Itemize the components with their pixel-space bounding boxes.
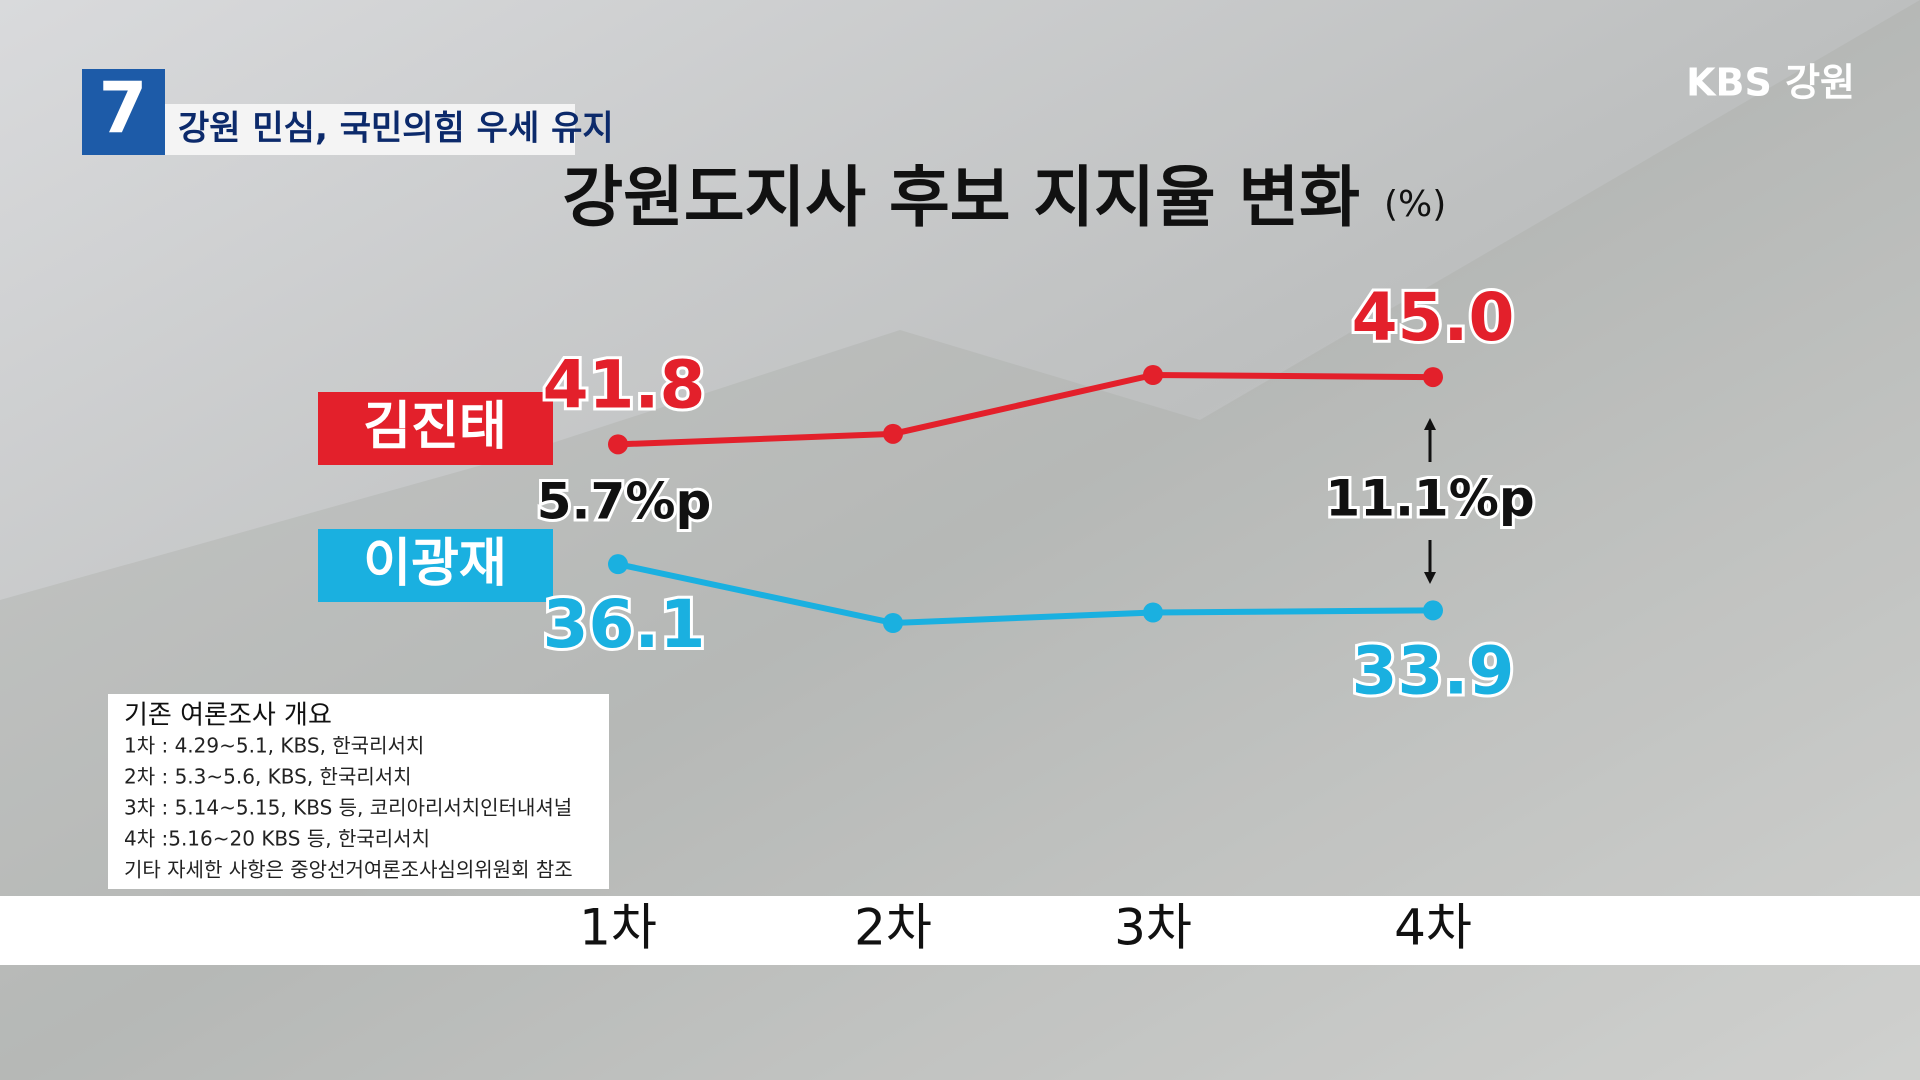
- legend-label: 이광재: [363, 534, 507, 594]
- legend-box: [318, 392, 553, 465]
- x-tick-label: 3차: [1114, 899, 1192, 957]
- value-label: 41.8: [543, 346, 706, 423]
- gap-annotation: 5.7%p: [537, 473, 711, 531]
- point: [1143, 365, 1163, 385]
- point: [1143, 602, 1163, 623]
- headline: 강원 민심, 국민의힘 우세 유지: [178, 109, 614, 149]
- chart-title: 강원도지사 후보 지지율 변화: [562, 159, 1360, 236]
- point: [1423, 600, 1443, 621]
- category-band: [0, 896, 1920, 965]
- note-line: 1차 : 4.29~5.1, KBS, 한국리서치: [124, 734, 424, 758]
- note-line: 4차 :5.16~20 KBS 등, 한국리서치: [124, 827, 430, 851]
- point: [883, 613, 903, 633]
- point: [608, 554, 628, 575]
- value-label: 36.1: [543, 586, 706, 663]
- x-tick-label: 2차: [854, 899, 932, 957]
- series-line: [617, 561, 1434, 627]
- series-line: [617, 371, 1434, 448]
- note-line: 2차 : 5.3~5.6, KBS, 한국리서치: [124, 765, 412, 789]
- gap-annotation: 11.1%p: [1325, 470, 1534, 528]
- logo: KBS 강원: [1686, 61, 1855, 105]
- point: [1423, 367, 1443, 388]
- note-box: [108, 694, 609, 889]
- point: [608, 434, 628, 455]
- arrow-head: [1424, 572, 1436, 584]
- x-tick-label: 1차: [579, 899, 657, 957]
- note-line: 기타 자세한 사항은 중앙선거여론조사심의위원회 참조: [124, 858, 573, 882]
- note-title: 기존 여론조사 개요: [124, 701, 332, 731]
- value-label: 33.9: [1352, 632, 1515, 709]
- headline-box: [165, 104, 575, 155]
- legend-box: [318, 529, 553, 602]
- point: [883, 423, 903, 444]
- badge: 7: [99, 67, 148, 149]
- unit: (%): [1384, 184, 1446, 225]
- legend-label: 김진태: [363, 397, 507, 457]
- note-line: 3차 : 5.14~5.15, KBS 등, 코리아리서치인터내셔널: [124, 796, 572, 820]
- arrow-head: [1424, 418, 1436, 430]
- x-tick-label: 4차: [1394, 899, 1472, 957]
- value-label: 45.0: [1352, 279, 1515, 356]
- badge-box: [82, 69, 165, 155]
